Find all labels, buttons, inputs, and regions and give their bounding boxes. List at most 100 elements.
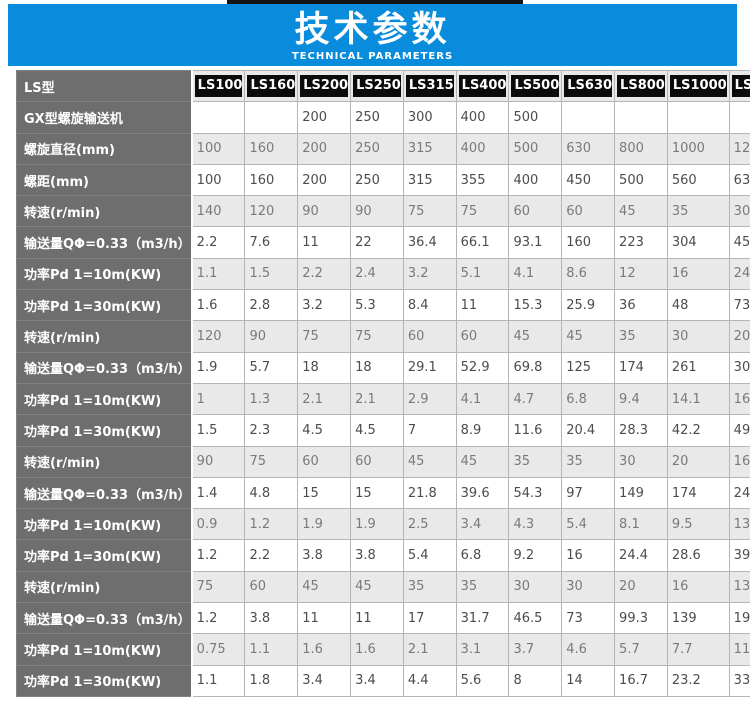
table-row: 功率Pd 1=10m(KW) 0.9 1.2 1.9 1.9 2.5 3.4 4.3 5.4 8.… <box>15 508 750 541</box>
value-cell: 174 <box>666 476 730 510</box>
value-cell: 14 <box>561 664 616 697</box>
value-cell: 7.6 <box>244 226 299 259</box>
value-cell: 35 <box>666 195 730 228</box>
value-cell: 11 <box>455 289 510 322</box>
row-label: 功率Pd 1=30m(KW) <box>15 414 193 447</box>
section-banner: 技术参数 TECHNICAL PARAMETERS <box>8 4 737 66</box>
value-cell: 49.5 <box>728 414 750 447</box>
value-cell: 1.1 <box>244 633 299 666</box>
value-cell: 2.9 <box>402 382 457 416</box>
value-cell: 1.9 <box>350 508 404 541</box>
table-row: 螺距(mm)100160200250315355400450500560630 <box>15 163 750 197</box>
value-cell: 7 <box>402 414 457 447</box>
value-cell: 1.2 <box>191 602 246 635</box>
value-cell: 28.3 <box>614 414 668 447</box>
value-cell: 2.8 <box>244 289 299 322</box>
table-row: 功率Pd 1=30m(KW) 1.1 1.8 3.4 3.4 4.4 5.6 8 14 16.7 2… <box>15 664 750 697</box>
value-cell: 2.1 <box>297 382 352 416</box>
value-cell: 3.7 <box>508 633 563 666</box>
value-cell: 16.5 <box>728 382 750 416</box>
table-row: 功率Pd 1=30m(KW) 1.6 2.8 3.2 5.3 8.4 11 15.3 25.9 3… <box>15 289 750 322</box>
value-cell: 73 <box>561 602 616 635</box>
value-cell: 2.3 <box>244 414 299 447</box>
value-cell: 261 <box>666 351 730 384</box>
value-cell: 315 <box>402 132 457 165</box>
row-label: 功率Pd 1=10m(KW) <box>15 382 193 416</box>
value-cell: 16.7 <box>614 664 668 697</box>
value-cell: 223 <box>614 226 668 259</box>
model-chip: LS630 <box>564 75 613 98</box>
value-cell: 66.1 <box>455 226 510 259</box>
value-cell <box>666 101 730 134</box>
row-label: 功率Pd 1=10m(KW) <box>15 257 193 291</box>
value-cell: 22 <box>350 226 404 259</box>
value-cell: 24.4 <box>614 539 668 572</box>
value-cell: 4.4 <box>402 664 457 697</box>
table-row: GX型螺旋输送机 200 250 300 400 500 <box>15 101 750 134</box>
value-cell: 16 <box>666 570 730 604</box>
value-cell: 45 <box>508 320 563 353</box>
page-title: 技术参数 <box>294 10 451 50</box>
value-cell: 8.1 <box>614 508 668 541</box>
value-cell: 35 <box>614 320 668 353</box>
value-cell: 1.9 <box>191 351 246 384</box>
value-cell: 4.6 <box>561 633 616 666</box>
value-cell: 75 <box>297 320 352 353</box>
model-header-cell: LS800 <box>614 69 668 103</box>
value-cell: 1.8 <box>244 664 299 697</box>
model-header-row: LS型 LS100 LS160 LS200 LS250 LS315 LS400 LS500 LS… <box>15 69 750 103</box>
value-cell: 1.3 <box>244 382 299 416</box>
value-cell: 45 <box>402 445 457 478</box>
value-cell: 13.3 <box>728 508 750 541</box>
table-row: 转速(r/min) 120 90 75 75 60 60 45 45 35 30 20 <box>15 320 750 353</box>
value-cell: 1.5 <box>191 414 246 447</box>
value-cell: 139 <box>666 602 730 635</box>
value-cell: 250 <box>350 101 404 134</box>
row-label: 转速(r/min) <box>15 320 193 353</box>
value-cell: 3.4 <box>455 508 510 541</box>
table-row: 转速(r/min) 75 60 45 45 35 35 30 30 20 16 13 <box>15 570 750 604</box>
tech-table-body: LS型 LS100 LS160 LS200 LS250 LS315 LS400 LS500 LS… <box>15 69 750 697</box>
value-cell: 1250 <box>728 132 750 165</box>
value-cell: 90 <box>191 445 246 478</box>
value-cell: 4.1 <box>508 257 563 291</box>
table-row: 功率Pd 1=30m(KW) 1.2 2.2 3.8 3.8 5.4 6.8 9.2 16 24.… <box>15 539 750 572</box>
value-cell: 315 <box>402 163 457 197</box>
value-cell: 174 <box>614 351 668 384</box>
value-cell: 5.3 <box>350 289 404 322</box>
model-chip: LS800 <box>617 75 665 98</box>
value-cell: 500 <box>508 132 563 165</box>
value-cell: 160 <box>244 132 299 165</box>
top-divider-bar <box>227 0 523 6</box>
value-cell: 11.6 <box>508 414 563 447</box>
value-cell: 160 <box>561 226 616 259</box>
value-cell: 97 <box>561 476 616 510</box>
table-row: 功率Pd 1=10m(KW) 1.1 1.5 2.2 2.4 3.2 5.1 4.1 8.6 12… <box>15 257 750 291</box>
value-cell: 28.6 <box>666 539 730 572</box>
value-cell: 25.9 <box>561 289 616 322</box>
value-cell: 60 <box>402 320 457 353</box>
model-header-cell: LS200 <box>297 69 352 103</box>
value-cell: 20 <box>728 320 750 353</box>
value-cell: 45 <box>614 195 668 228</box>
value-cell: 15.3 <box>508 289 563 322</box>
table-row: 输送量QΦ=0.33（m3/h） 2.2 7.6 11 22 36.4 66.1 93.1 16… <box>15 226 750 259</box>
value-cell <box>191 101 246 134</box>
value-cell: 20 <box>666 445 730 478</box>
model-header-cell: LS250 <box>350 69 404 103</box>
row-label: GX型螺旋输送机 <box>15 101 193 134</box>
value-cell: 244 <box>728 476 750 510</box>
value-cell <box>561 101 616 134</box>
row-label: 螺距(mm) <box>15 163 193 197</box>
value-cell: 4.8 <box>244 476 299 510</box>
value-cell: 60 <box>455 320 510 353</box>
table-row: 功率Pd 1=10m(KW) 1 1.3 2.1 2.1 2.9 4.1 4.7 6.8 9.4 1… <box>15 382 750 416</box>
value-cell: 8 <box>508 664 563 697</box>
value-cell: 4.5 <box>297 414 352 447</box>
value-cell: 13 <box>728 570 750 604</box>
value-cell: 11 <box>297 226 352 259</box>
value-cell: 160 <box>244 163 299 197</box>
value-cell: 120 <box>244 195 299 228</box>
value-cell: 35 <box>455 570 510 604</box>
value-cell: 35 <box>561 445 616 478</box>
